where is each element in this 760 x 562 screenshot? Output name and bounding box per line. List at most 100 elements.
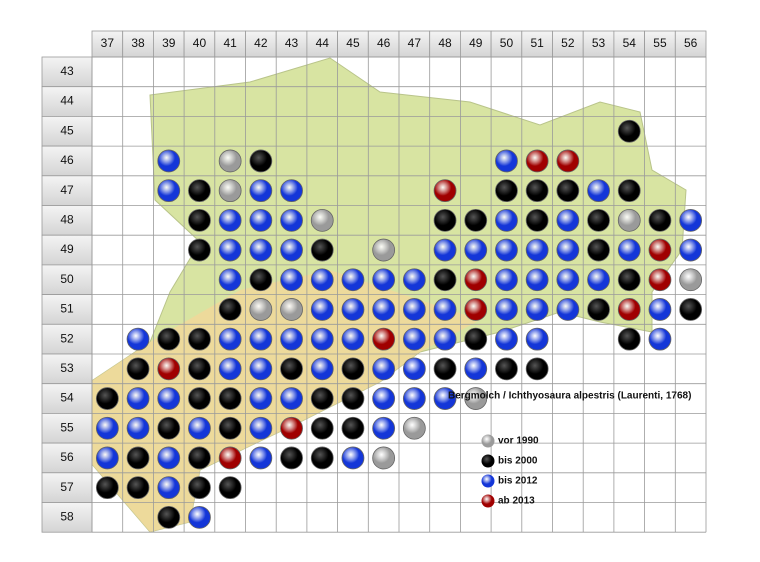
column-label: 50: [500, 36, 514, 50]
record-dot: [587, 238, 610, 262]
grid: 37 38 39 40 41 42 43 44 45 46 47 48 49 50 51 52 53 54 55 56…: [41, 30, 707, 533]
record-dot: [433, 357, 457, 381]
record-dot: [280, 327, 303, 351]
record-dot: [556, 208, 580, 232]
record-dot: [648, 327, 672, 351]
record-dot: [126, 476, 150, 500]
record-dot: [280, 357, 303, 381]
row-label: 45: [60, 123, 74, 137]
record-dot: [126, 446, 150, 470]
column-header: [613, 30, 646, 58]
record-dot: [587, 298, 610, 321]
record-dot: [249, 298, 273, 321]
legend-swatch: [481, 474, 495, 488]
record-dot: [495, 238, 518, 262]
column-label: 47: [408, 36, 422, 50]
record-dot: [433, 387, 457, 410]
record-dot: [433, 298, 457, 321]
record-dot: [218, 298, 242, 321]
record-dot: [587, 268, 610, 292]
record-dot: [525, 238, 549, 262]
column-label: 39: [162, 36, 176, 50]
record-dot: [495, 327, 518, 351]
record-dot: [372, 357, 396, 381]
record-dot: [341, 446, 365, 470]
legend-swatch: [481, 434, 495, 448]
row-header: [41, 175, 93, 206]
row-label: 49: [60, 242, 74, 256]
row-header: [41, 294, 93, 325]
record-dot: [372, 327, 396, 351]
column-header: [91, 30, 124, 58]
record-dot: [249, 208, 273, 232]
column-label: 51: [530, 36, 544, 50]
legend: vor 1990 bis 2000 bis 2012 ab 2013: [481, 434, 539, 508]
record-dot: [280, 298, 303, 321]
record-dot: [126, 327, 150, 351]
record-dot: [218, 476, 242, 500]
row-header: [41, 383, 93, 414]
record-dot: [617, 179, 641, 203]
record-dot: [679, 238, 703, 262]
legend-label: bis 2000: [498, 456, 538, 467]
column-label: 41: [223, 36, 237, 50]
record-dot: [617, 119, 641, 143]
row-header: [41, 323, 93, 355]
column-label: 40: [193, 36, 207, 50]
record-dot: [126, 387, 150, 410]
record-dot: [218, 268, 242, 292]
record-dot: [525, 357, 549, 381]
legend-label: vor 1990: [498, 436, 539, 447]
record-dot: [188, 387, 211, 410]
column-label: 49: [469, 36, 483, 50]
row-label: 56: [60, 450, 74, 464]
row-label: 43: [60, 64, 74, 78]
legend-swatch: [481, 454, 495, 468]
record-dot: [280, 268, 303, 292]
row-label: 46: [60, 153, 74, 167]
record-dot: [126, 357, 150, 381]
row-header: [41, 353, 93, 385]
record-dot: [157, 446, 181, 470]
record-dot: [341, 387, 365, 410]
record-dot: [556, 149, 580, 173]
record-dot: [157, 416, 181, 440]
record-dot: [218, 208, 242, 232]
column-header: [644, 30, 676, 58]
record-dot: [218, 357, 242, 381]
column-header: [214, 30, 246, 58]
column-header: [490, 30, 523, 58]
record-dot: [188, 505, 211, 529]
column-label: 55: [653, 36, 667, 50]
record-dot: [617, 327, 641, 351]
record-dot: [188, 416, 211, 440]
record-dot: [95, 387, 119, 410]
record-dot: [280, 208, 303, 232]
record-dot: [188, 446, 211, 470]
record-dot: [495, 268, 518, 292]
legend-label: ab 2013: [498, 496, 535, 507]
record-dot: [341, 268, 365, 292]
row-header: [41, 116, 93, 147]
row-label: 48: [60, 213, 74, 227]
record-dot: [556, 238, 580, 262]
record-dot: [525, 268, 549, 292]
record-dot: [372, 268, 396, 292]
record-dot: [310, 298, 334, 321]
column-header: [306, 30, 338, 58]
record-dot: [188, 238, 211, 262]
column-header: [152, 30, 185, 58]
record-dot: [310, 387, 334, 410]
column-label: 38: [131, 36, 145, 50]
row-label: 55: [60, 420, 74, 434]
record-dot: [433, 208, 457, 232]
record-dot: [310, 208, 334, 232]
record-dot: [525, 179, 549, 203]
record-dot: [310, 357, 334, 381]
row-header: [41, 472, 93, 503]
row-header: [41, 56, 93, 88]
record-dot: [280, 416, 303, 440]
record-dot: [679, 298, 703, 321]
record-dot: [617, 268, 641, 292]
